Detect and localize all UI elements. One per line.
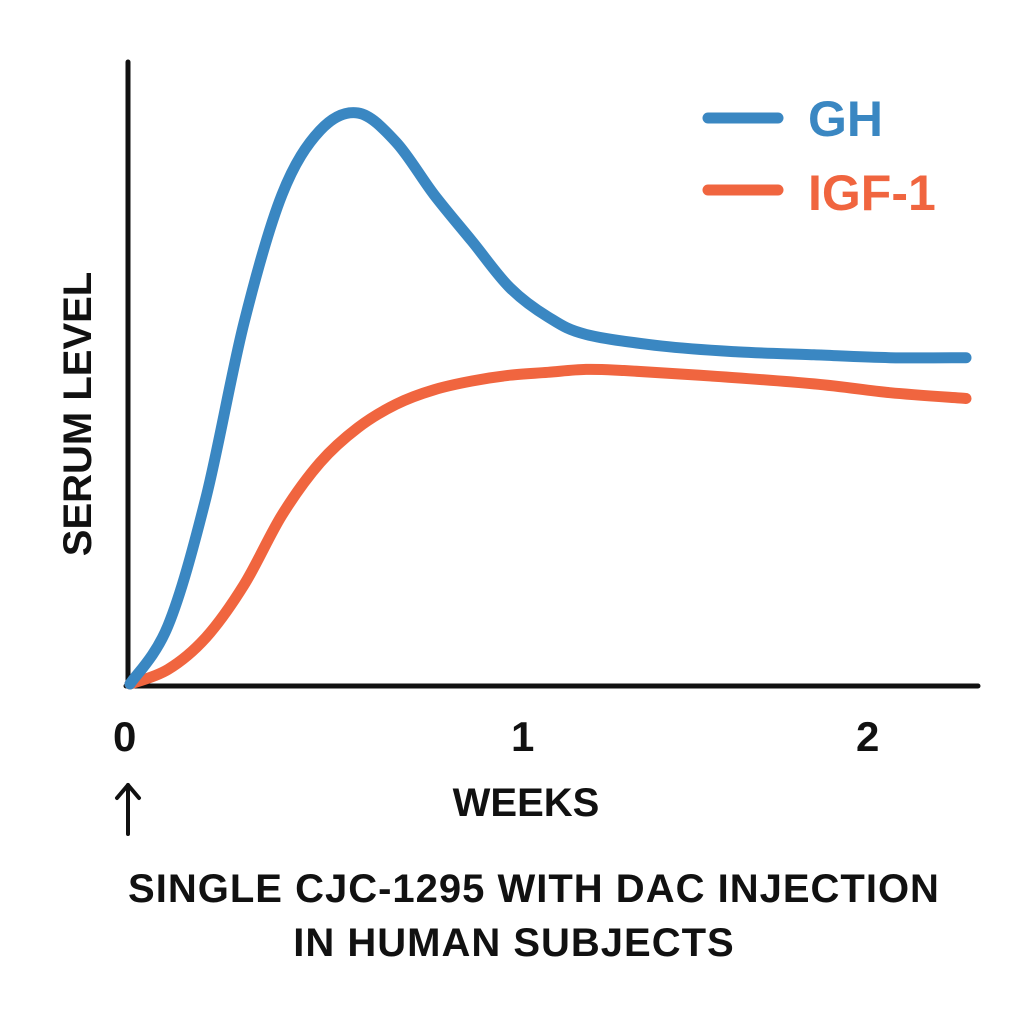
series-layer	[124, 107, 972, 690]
caption-line-2: IN HUMAN SUBJECTS	[293, 921, 735, 965]
legend-label-igf1: IGF-1	[808, 165, 936, 221]
legend: GH IGF-1	[702, 91, 936, 221]
x-tick-label-0: 0	[113, 713, 136, 760]
legend-label-gh: GH	[808, 91, 883, 147]
x-tick-label-2: 2	[856, 713, 879, 760]
caption-line-1: SINGLE CJC-1295 WITH DAC INJECTION	[128, 867, 940, 911]
x-tick-label-1: 1	[511, 713, 534, 760]
up-arrow-icon	[115, 783, 141, 836]
x-tick-labels: 0 1 2	[113, 713, 879, 760]
legend-item-igf1: IGF-1	[702, 165, 936, 221]
series-line-igf1	[124, 363, 972, 690]
x-axis-title: WEEKS	[453, 781, 600, 825]
axes	[123, 59, 981, 689]
legend-item-gh: GH	[702, 91, 883, 147]
y-axis-title: SERUM LEVEL	[56, 272, 100, 556]
series-line-gh	[124, 107, 972, 690]
